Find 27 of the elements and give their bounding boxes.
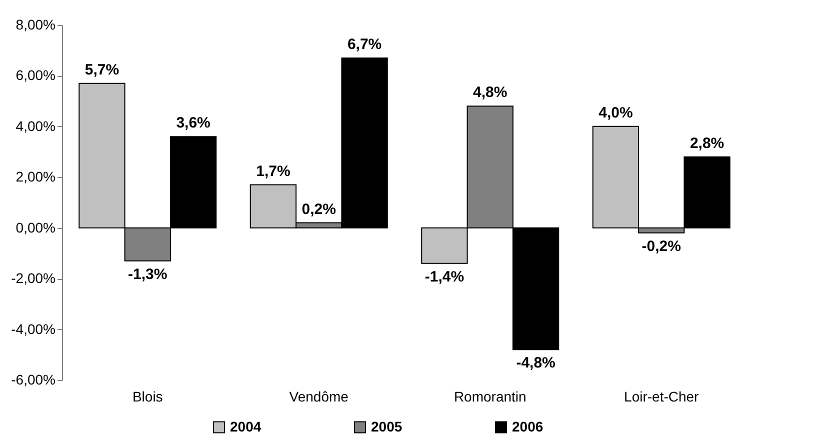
data-label: 2,8% [690, 134, 724, 152]
data-label: -1,4% [424, 268, 464, 286]
data-label: 4,0% [598, 104, 633, 122]
y-tick-label: -6,00% [11, 372, 56, 388]
y-tick-label: -2,00% [11, 270, 56, 286]
x-tick-label: Vendôme [289, 388, 349, 404]
legend-label: 2006 [512, 418, 544, 434]
data-label: 4,8% [473, 84, 508, 102]
y-tick-label: 4,00% [16, 118, 56, 134]
data-label: 6,7% [347, 36, 382, 53]
y-tick-label: 6,00% [16, 67, 56, 84]
x-tick-label: Romorantin [454, 388, 526, 404]
data-label: 5,7% [84, 61, 120, 78]
data-label: 1,7% [256, 162, 290, 180]
y-tick-label: -4,00% [11, 320, 56, 337]
y-tick-label: 0,00% [16, 219, 56, 236]
data-label: 0,2% [302, 200, 336, 218]
data-label: -4,8% [516, 354, 556, 372]
y-tick-label: 8,00% [16, 16, 56, 32]
x-tick-label: Blois [132, 388, 163, 404]
data-label: 3,6% [176, 114, 210, 132]
x-tick-label: Loir-et-Cher [624, 388, 700, 404]
data-label: -1,3% [128, 266, 168, 283]
y-tick-label: 2,00% [16, 168, 56, 185]
data-label: -0,2% [642, 238, 681, 255]
legend-label: 2005 [371, 418, 402, 434]
legend-label: 2004 [230, 418, 262, 434]
